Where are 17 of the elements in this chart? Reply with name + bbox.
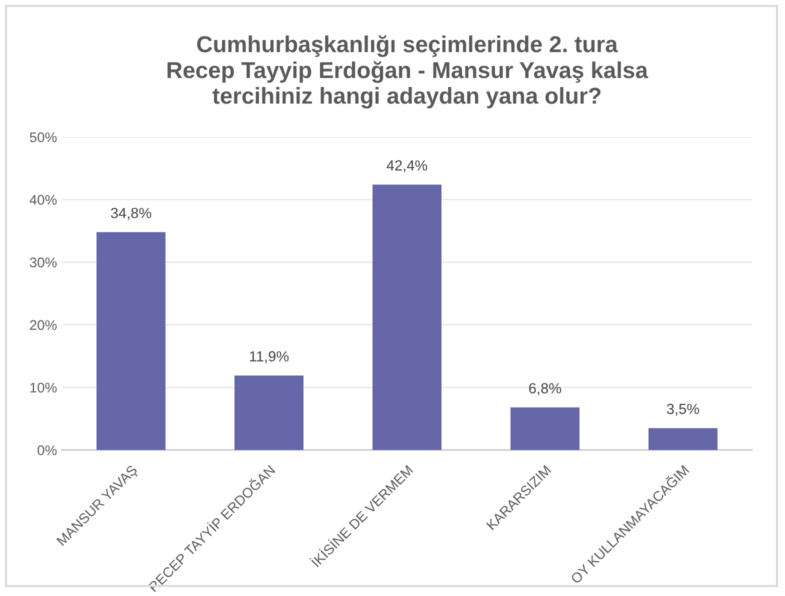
y-tick-label: 50% <box>30 132 57 142</box>
bar <box>510 407 580 450</box>
data-label: 11,9% <box>250 351 289 364</box>
y-tick-label: 0% <box>38 445 57 456</box>
data-label: 3,5% <box>666 404 700 416</box>
bar <box>234 376 304 450</box>
data-label: 34,8% <box>110 208 152 220</box>
y-tick-label: 10% <box>30 382 57 393</box>
data-label: 42,4% <box>386 160 428 172</box>
bar <box>372 184 442 450</box>
chart-title: Cumhurbaşkanlığı seçimlerinde 2. tura Recep Tayyip Erdoğan - Mansur Yavaş kalsa tercihiniz hangi adaydan yana olur? <box>168 35 648 109</box>
bar <box>648 428 718 450</box>
y-tick-label: 40% <box>30 194 57 205</box>
data-label: 6,8% <box>529 383 562 396</box>
bar <box>96 232 166 450</box>
y-tick-label: 20% <box>30 320 57 330</box>
y-tick-label: 30% <box>30 258 57 268</box>
